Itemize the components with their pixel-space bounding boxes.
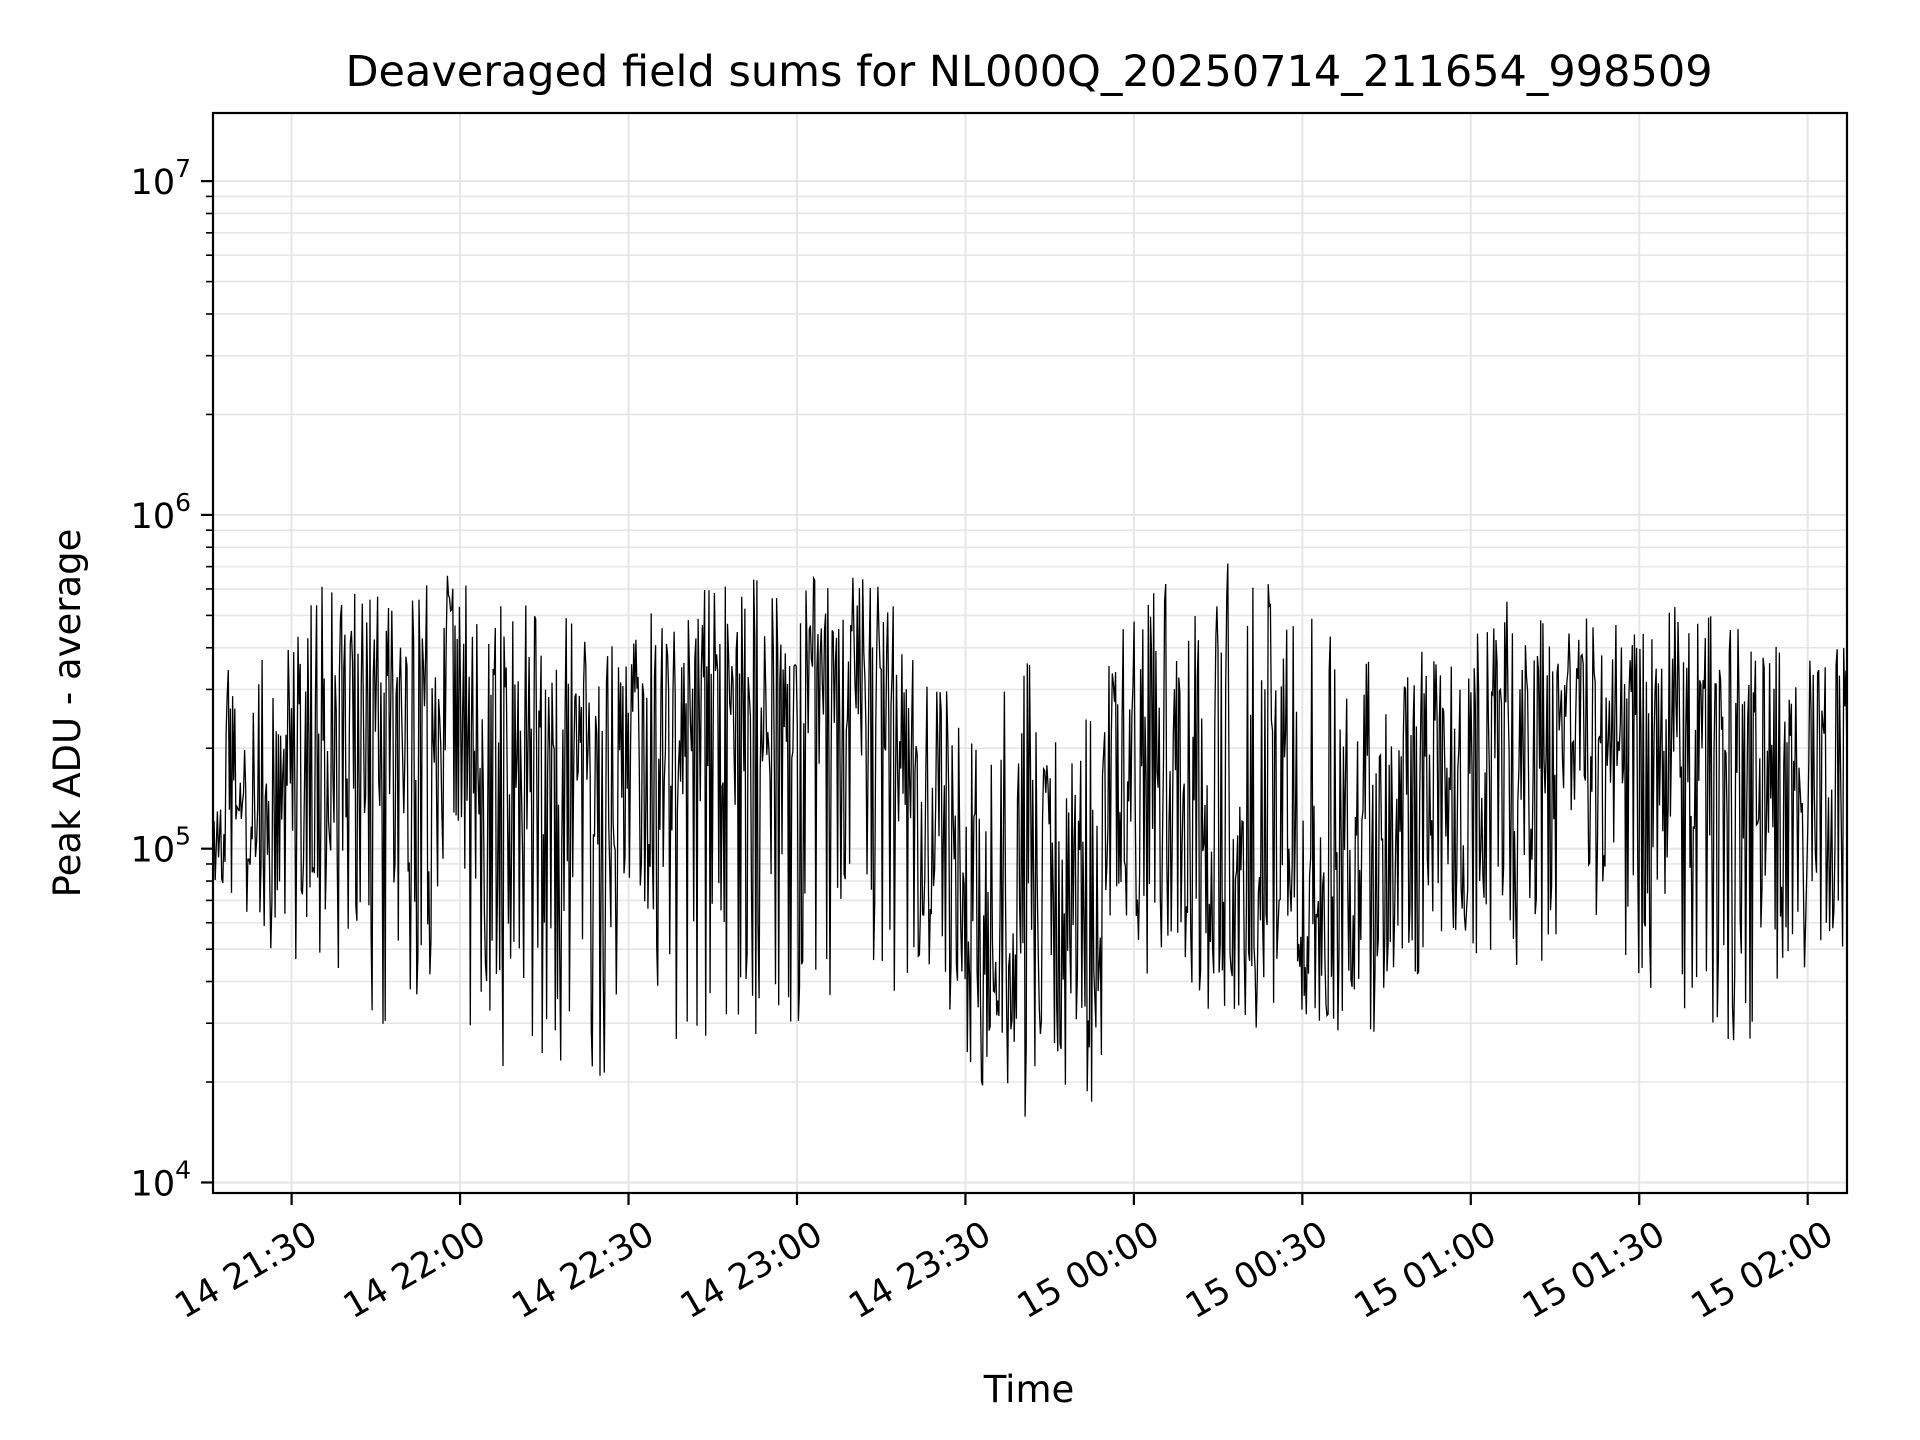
y-tick-label-base: 10 — [131, 497, 176, 537]
y-tick-label-base: 10 — [131, 831, 176, 871]
series-line — [212, 563, 1848, 1117]
y-axis-label: Peak ADU - average — [46, 529, 89, 898]
plot-frame — [211, 111, 1849, 1195]
y-tick-label: 107 — [131, 154, 191, 203]
y-tick-label-exponent: 7 — [175, 154, 191, 183]
y-tick-label-base: 10 — [131, 1164, 176, 1204]
y-tick-label: 105 — [131, 822, 191, 871]
y-tick-label-base: 10 — [131, 163, 176, 203]
y-tick-label: 104 — [131, 1155, 191, 1204]
y-tick-label-exponent: 6 — [175, 488, 191, 517]
x-axis-label: Time — [983, 1368, 1075, 1411]
y-tick-label: 106 — [131, 488, 191, 537]
y-tick-label-exponent: 4 — [175, 1155, 191, 1184]
series-layer — [212, 563, 1848, 1117]
y-tick-label-exponent: 5 — [175, 822, 191, 851]
chart-title: Deaveraged field sums for NL000Q_2025071… — [345, 47, 1712, 97]
